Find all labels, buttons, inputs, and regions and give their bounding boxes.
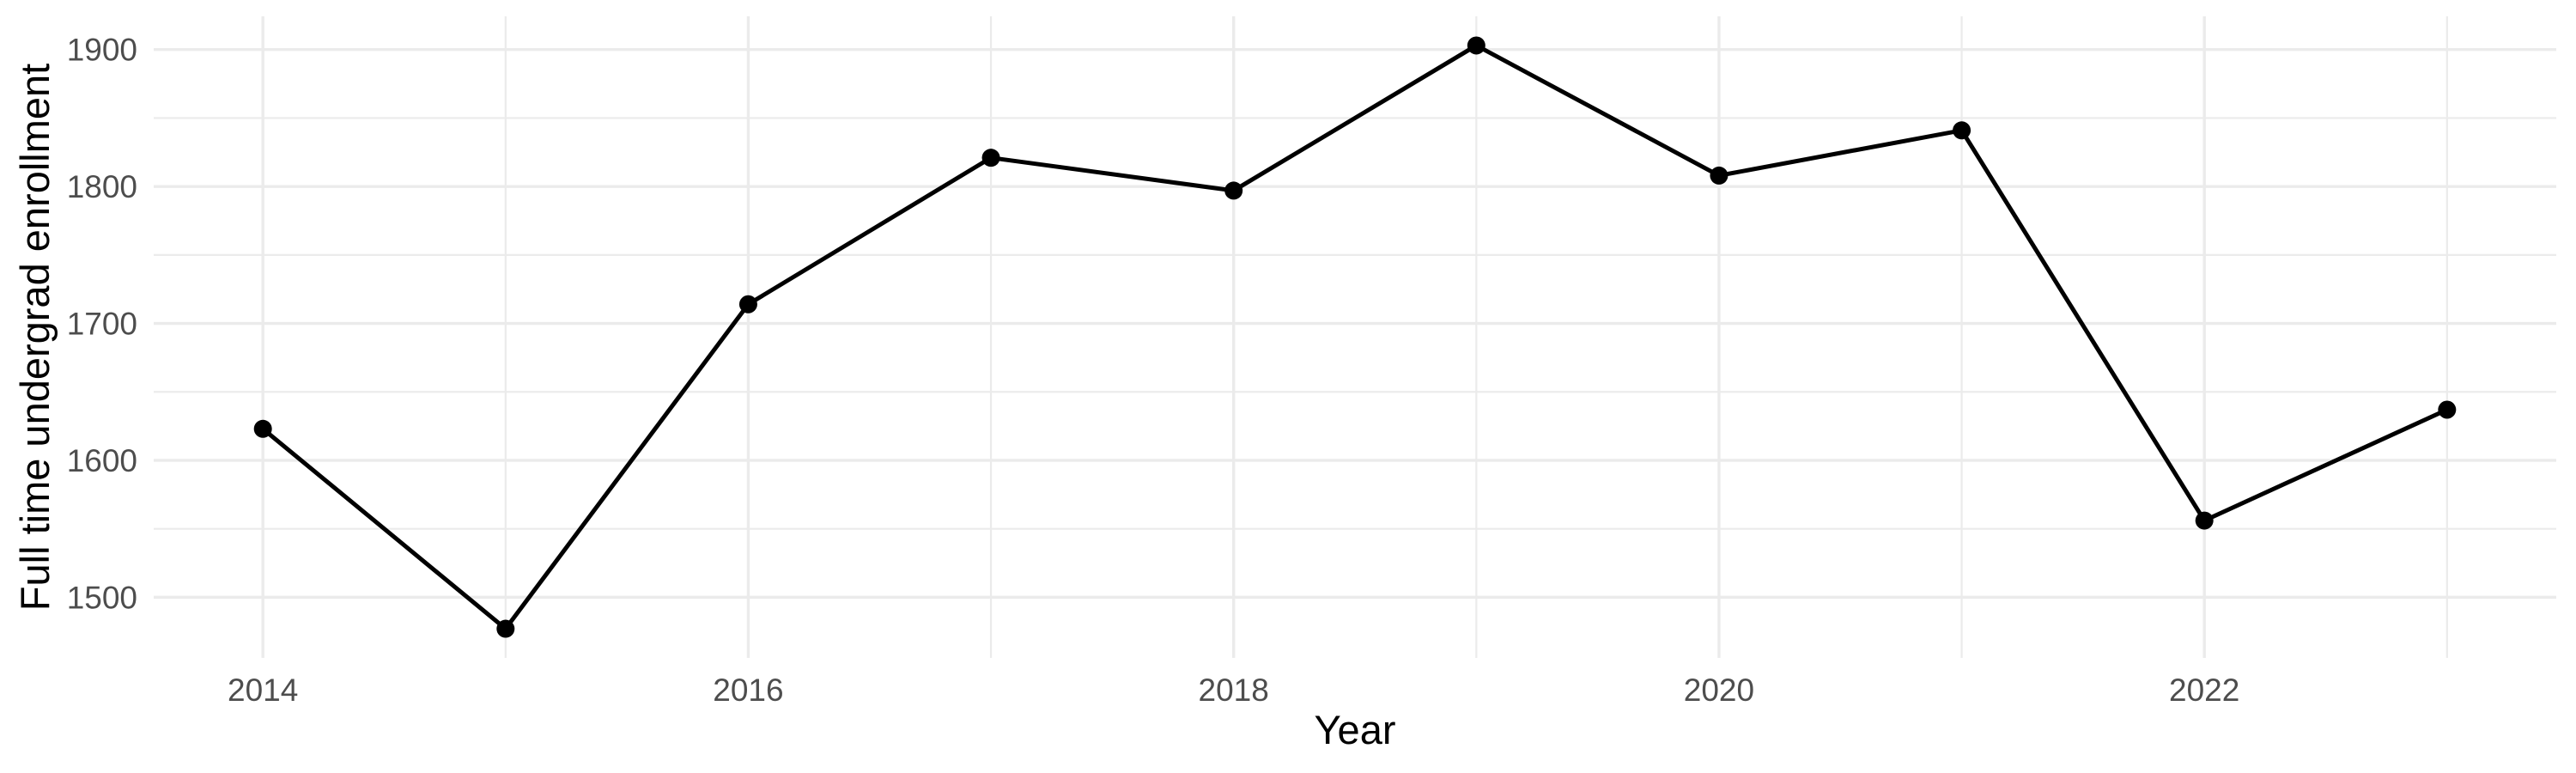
x-tick-label-2020: 2020 (1684, 673, 1754, 708)
x-axis-tick-labels: 2014 2016 2018 2020 2022 (228, 673, 2239, 708)
minor-gridlines (154, 16, 2556, 658)
data-point-2016 (738, 295, 757, 313)
x-tick-label-2022: 2022 (2169, 673, 2239, 708)
major-gridlines (154, 16, 2556, 658)
y-tick-label-1800: 1800 (67, 169, 137, 204)
data-point-2015 (496, 619, 515, 638)
enrollment-series-line (261, 43, 2448, 631)
enrollment-series-points (253, 36, 2457, 638)
data-point-2014 (253, 419, 272, 438)
y-axis-title: Full time undergrad enrollment (12, 64, 58, 611)
y-tick-label-1700: 1700 (67, 307, 137, 342)
data-point-2020 (1710, 166, 1728, 185)
y-axis-tick-labels: 1500 1600 1700 1800 1900 (67, 33, 137, 616)
y-tick-label-1500: 1500 (67, 580, 137, 615)
data-point-2017 (981, 149, 1000, 167)
data-point-2023 (2438, 400, 2457, 419)
data-point-2019 (1467, 36, 1485, 55)
data-point-2018 (1224, 181, 1243, 200)
data-point-2022 (2195, 511, 2214, 530)
y-tick-label-1900: 1900 (67, 33, 137, 68)
y-tick-label-1600: 1600 (67, 443, 137, 478)
x-axis-title: Year (1315, 707, 1396, 752)
x-tick-label-2018: 2018 (1199, 673, 1269, 708)
x-tick-label-2016: 2016 (713, 673, 783, 708)
series-polyline (261, 43, 2448, 631)
data-point-2021 (1953, 121, 1971, 140)
x-tick-label-2014: 2014 (228, 673, 298, 708)
